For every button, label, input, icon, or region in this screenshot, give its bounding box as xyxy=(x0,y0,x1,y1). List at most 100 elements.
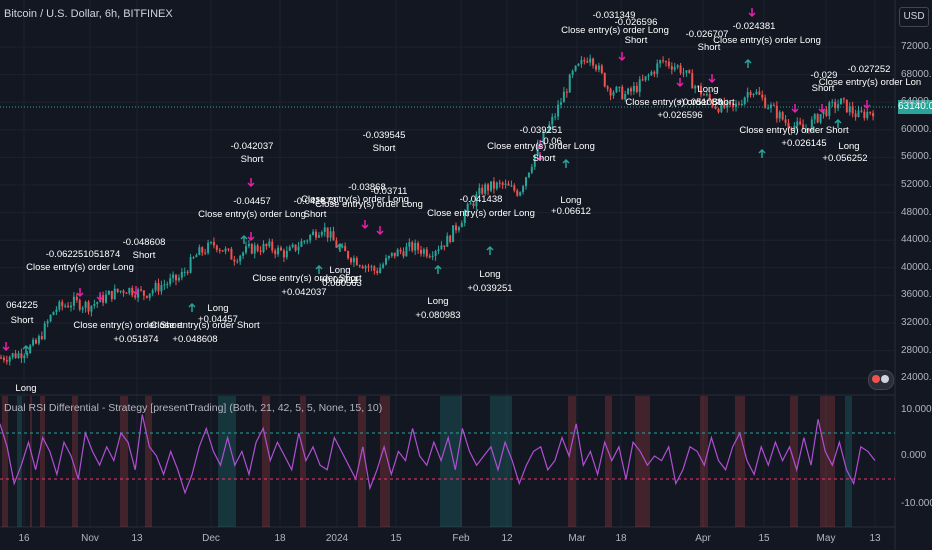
candle xyxy=(656,63,659,74)
candle xyxy=(504,183,507,185)
time-tick-label: Feb xyxy=(452,533,470,544)
candle xyxy=(571,70,574,75)
candle xyxy=(589,58,592,63)
candle xyxy=(408,242,411,247)
candle xyxy=(533,154,536,167)
candle xyxy=(434,251,437,257)
candle xyxy=(455,225,457,231)
candle xyxy=(35,339,37,344)
long-entry-arrow-icon xyxy=(22,344,30,354)
short-entry-arrow-icon xyxy=(536,140,544,150)
candle xyxy=(29,345,32,354)
candle xyxy=(326,227,329,238)
trade-label: +0.04457 xyxy=(198,314,238,325)
candle xyxy=(245,246,247,253)
candle xyxy=(274,250,277,255)
trade-label: Close entry(s) order Short xyxy=(739,125,849,136)
candle xyxy=(784,119,787,123)
candle xyxy=(697,85,700,87)
symbol-title[interactable]: Bitcoin / U.S. Dollar, 6h, BITFINEX xyxy=(4,8,173,20)
candle xyxy=(624,93,627,100)
tradingview-logo-icon[interactable] xyxy=(868,370,894,390)
trade-label: Close entry(s) order Long xyxy=(427,208,535,219)
candle xyxy=(551,116,554,125)
candle xyxy=(122,290,125,293)
candle xyxy=(694,86,697,89)
candle xyxy=(764,97,767,108)
long-entry-arrow-icon xyxy=(434,264,442,274)
candle xyxy=(285,250,288,258)
indicator-tick-label: 10.000 xyxy=(901,404,932,415)
price-tick-label: 40000.0 xyxy=(901,261,932,273)
candle xyxy=(761,94,764,98)
candle xyxy=(119,290,122,292)
trade-label: Short xyxy=(303,209,327,220)
trade-label: +0.051874 xyxy=(113,334,159,345)
candle xyxy=(288,247,291,251)
time-tick-label: May xyxy=(816,533,836,544)
candle xyxy=(819,114,822,123)
trade-label: Long xyxy=(697,84,719,95)
short-entry-arrow-icon xyxy=(76,288,84,298)
indicator-title[interactable]: Dual RSI Differential - Strategy [presen… xyxy=(4,402,383,414)
candle xyxy=(291,244,294,248)
time-tick-label: 15 xyxy=(758,533,770,544)
trade-label: -0.03868 xyxy=(348,182,386,193)
candle xyxy=(177,277,180,281)
candle xyxy=(822,109,825,115)
long-entry-arrow-icon xyxy=(188,302,196,312)
candle xyxy=(405,246,408,257)
candle xyxy=(151,290,154,294)
long-entry-arrow-icon xyxy=(758,148,766,158)
currency-button[interactable]: USD xyxy=(899,7,929,27)
candle xyxy=(825,109,828,116)
candle xyxy=(64,305,67,307)
trade-label: -0.04457 xyxy=(233,196,271,207)
candle xyxy=(271,241,274,251)
candle xyxy=(749,92,752,95)
candle xyxy=(140,289,142,291)
candle xyxy=(142,290,145,296)
signal-shade xyxy=(72,396,78,527)
candle xyxy=(807,128,810,131)
trade-label: -0.039251 xyxy=(519,125,563,136)
candle xyxy=(148,293,151,298)
candle xyxy=(746,92,749,98)
candle xyxy=(525,177,527,187)
candle xyxy=(425,249,428,257)
candle xyxy=(542,132,545,144)
signal-shade xyxy=(735,396,745,527)
signal-shade xyxy=(635,396,650,527)
price-tick-label: 72000.0 xyxy=(901,41,932,52)
trade-label: -0.026596 xyxy=(614,17,658,28)
indicator-tick-label: 0.000 xyxy=(901,450,927,461)
signal-shade xyxy=(568,396,576,527)
candle xyxy=(180,271,183,278)
trade-label: Long xyxy=(838,141,860,152)
signal-shade xyxy=(490,396,512,527)
long-entry-arrow-icon xyxy=(240,234,248,244)
price-tick-label: 52000.0 xyxy=(901,179,932,190)
candle xyxy=(134,295,137,298)
short-entry-arrow-icon xyxy=(748,8,756,18)
candle xyxy=(253,245,256,254)
trade-label: Short xyxy=(624,35,648,46)
signal-shade xyxy=(218,396,236,527)
candle xyxy=(390,252,393,256)
long-entry-arrow-icon xyxy=(562,158,570,168)
candle xyxy=(595,65,597,70)
signal-shade xyxy=(440,396,462,527)
candle xyxy=(414,242,417,251)
candle xyxy=(577,63,580,66)
candle xyxy=(5,360,8,362)
candle xyxy=(309,235,312,241)
candle xyxy=(221,250,224,252)
short-entry-arrow-icon xyxy=(247,232,255,242)
candle xyxy=(597,65,600,70)
trade-label: Long xyxy=(427,296,449,307)
candle xyxy=(192,257,195,259)
trade-label: Short xyxy=(132,250,156,261)
candle xyxy=(466,203,469,213)
candle xyxy=(317,235,320,238)
